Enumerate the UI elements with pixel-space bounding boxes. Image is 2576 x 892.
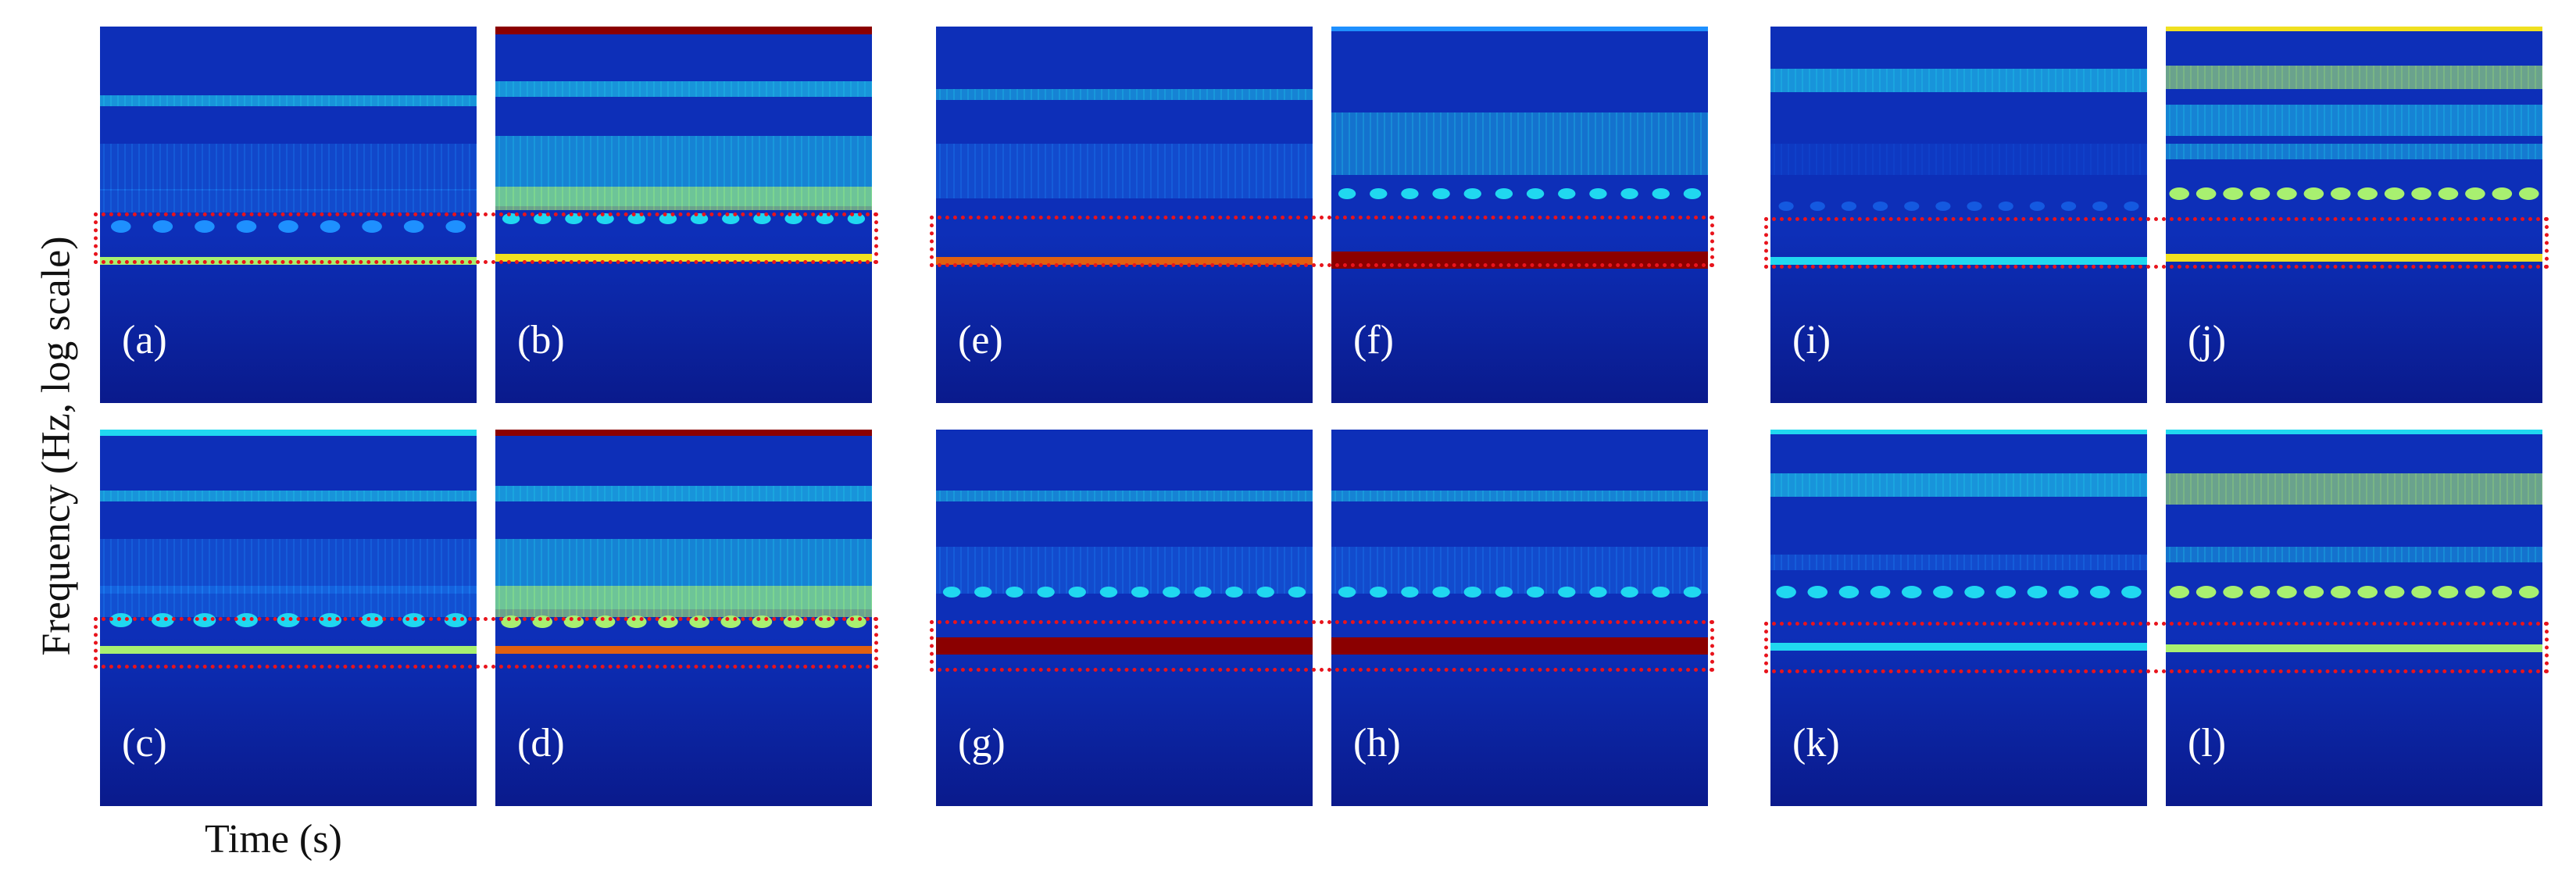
spectrogram-panel: (c): [100, 430, 477, 806]
spectrogram-panel: (j): [2166, 27, 2542, 403]
panel-label: (j): [2188, 318, 2227, 362]
panel-label: (g): [958, 721, 1006, 765]
panel-label: (l): [2188, 721, 2227, 765]
spectrogram-image: [1331, 27, 1708, 403]
panel-label: (f): [1353, 318, 1394, 362]
spectrogram-image: [936, 27, 1313, 403]
spectrogram-panel: (a): [100, 27, 477, 403]
spectrogram-panel: (h): [1331, 430, 1708, 806]
y-axis-label: Frequency (Hz, log scale): [34, 236, 79, 656]
spectrogram-image: [1770, 27, 2147, 403]
panel-label: (i): [1792, 318, 1831, 362]
spectrogram-image: [1770, 430, 2147, 806]
spectrogram-panel: (i): [1770, 27, 2147, 403]
spectrogram-panel: (k): [1770, 430, 2147, 806]
panel-label: (a): [122, 318, 167, 362]
spectrogram-panel: (b): [495, 27, 872, 403]
panel-label: (k): [1792, 721, 1840, 765]
panel-label: (b): [517, 318, 565, 362]
panel-label: (c): [122, 721, 167, 765]
spectrogram-panel: (l): [2166, 430, 2542, 806]
spectrogram-panel: (e): [936, 27, 1313, 403]
spectrogram-image: [1331, 430, 1708, 806]
spectrogram-image: [936, 430, 1313, 806]
spectrogram-image: [2166, 430, 2542, 806]
panel-label: (h): [1353, 721, 1401, 765]
x-axis-label: Time (s): [205, 817, 342, 862]
panel-label: (e): [958, 318, 1003, 362]
spectrogram-panel: (f): [1331, 27, 1708, 403]
spectrogram-panel: (d): [495, 430, 872, 806]
spectrogram-image: [2166, 27, 2542, 403]
spectrogram-panel: (g): [936, 430, 1313, 806]
panel-label: (d): [517, 721, 565, 765]
